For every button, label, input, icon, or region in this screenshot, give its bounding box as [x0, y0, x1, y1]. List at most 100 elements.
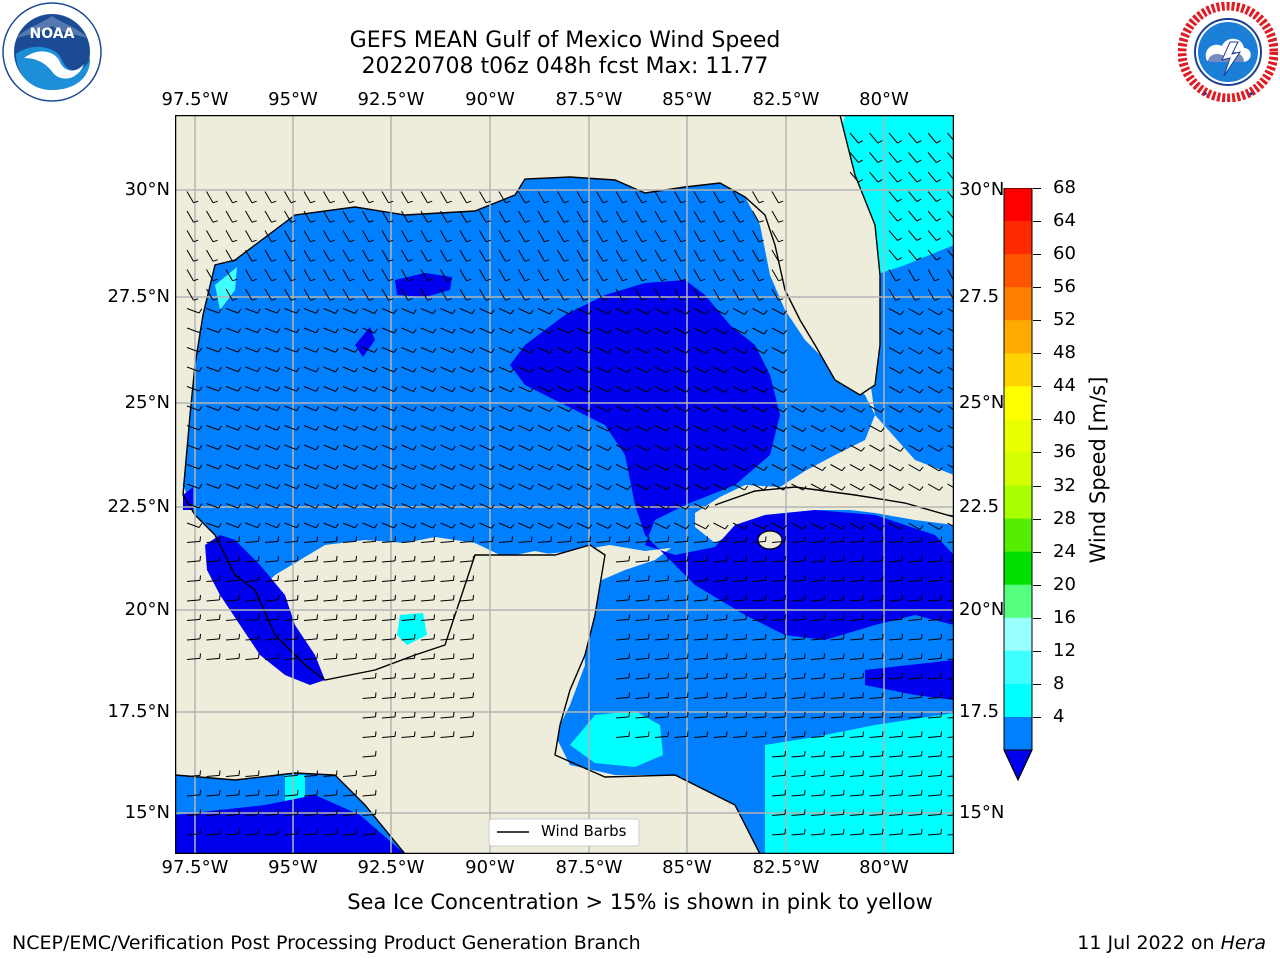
wind-barb-flag	[471, 465, 476, 470]
wind-barb	[654, 522, 667, 530]
wind-barb	[459, 230, 467, 243]
wind-barb-flag	[685, 349, 690, 354]
wind-barb	[752, 191, 760, 204]
wind-barb-flag	[433, 653, 435, 659]
wind-barb-flag	[238, 575, 240, 581]
wind-barb-flag	[914, 298, 920, 301]
wind-barb-flag	[374, 484, 378, 490]
wind-barb-flag	[685, 407, 690, 413]
wind-barb-flag	[271, 220, 277, 223]
wind-barb-flag	[471, 309, 476, 314]
wind-barb-flag	[238, 789, 240, 795]
wind-barb	[888, 755, 903, 758]
wind-barb	[459, 288, 467, 301]
wind-barb-flag	[667, 731, 669, 737]
wind-barb-flag	[900, 486, 904, 491]
wind-barb-flag	[641, 259, 647, 262]
wind-barb-flag	[685, 505, 690, 510]
wind-barb	[479, 522, 492, 529]
florida-land	[645, 115, 880, 395]
wind-barb-flag	[427, 239, 433, 243]
wind-barb-flag	[940, 653, 942, 659]
wind-barb-flag	[471, 445, 476, 451]
lon-label-top: 82.5°W	[752, 89, 820, 110]
wind-barb-flag	[563, 278, 569, 282]
wind-barb	[264, 210, 272, 223]
wind-barb-flag	[193, 278, 199, 282]
colorbar-swatch	[1004, 683, 1032, 718]
wind-barb	[459, 716, 474, 719]
wind-barb	[323, 327, 336, 334]
wind-barb	[498, 230, 506, 243]
wind-barb	[927, 522, 940, 530]
wind-barb-flag	[453, 536, 455, 542]
wind-barb-flag	[936, 257, 942, 261]
wind-barb	[342, 288, 350, 301]
wind-barb-flag	[919, 486, 924, 491]
wind-barb-flag	[705, 388, 710, 393]
wind-barb	[518, 405, 531, 412]
wind-barb	[869, 599, 883, 602]
wind-barb	[927, 327, 940, 335]
wind-barb-flag	[277, 653, 279, 659]
wind-barb-flag	[823, 692, 825, 698]
wind-barb-flag	[916, 179, 922, 183]
wind-barb-flag	[316, 536, 318, 542]
wind-barb-flag	[471, 484, 476, 490]
wind-barb	[206, 813, 220, 816]
wind-barb	[303, 464, 317, 470]
wind-barb	[225, 386, 239, 392]
wind-barb	[927, 308, 940, 316]
wind-barb-flag	[335, 367, 339, 373]
wind-barb-flag	[394, 633, 396, 639]
wind-barb	[557, 249, 565, 262]
wind-barb	[401, 599, 415, 602]
wind-barb-flag	[628, 633, 630, 639]
wind-barb	[264, 833, 279, 836]
wind-barb	[791, 522, 804, 530]
wind-barb-flag	[627, 407, 632, 412]
wind-barb-flag	[667, 633, 669, 639]
wind-barb	[791, 833, 805, 836]
wind-barb	[225, 560, 240, 563]
wind-barb	[498, 540, 513, 543]
wind-barb	[420, 503, 434, 510]
wind-barb	[518, 327, 531, 334]
wind-barb	[927, 288, 935, 301]
wind-barb-flag	[472, 536, 474, 542]
wind-barb-flag	[393, 426, 398, 431]
wind-barb-flag	[745, 711, 747, 717]
wind-barb-flag	[349, 220, 355, 223]
wind-barb	[849, 405, 862, 413]
wind-barb-flag	[427, 278, 433, 282]
wind-barb-flag	[257, 328, 261, 333]
wind-barb-flag	[763, 466, 768, 471]
colorbar-tick-mark	[1033, 584, 1041, 586]
wind-barb	[693, 191, 701, 204]
wind-barb-flag	[568, 348, 573, 354]
wind-barb-flag	[602, 278, 608, 282]
wind-barb-flag	[726, 731, 728, 737]
wind-barb	[459, 483, 473, 490]
wind-barb-flag	[510, 309, 515, 315]
wind-barb	[888, 191, 898, 202]
wind-barb	[615, 425, 628, 432]
wind-barb-flag	[921, 536, 923, 542]
wind-barb-flag	[335, 464, 339, 470]
wind-barb-flag	[335, 425, 339, 431]
wind-barb-flag	[490, 426, 495, 432]
wind-barb	[362, 366, 375, 373]
wind-barb-flag	[393, 328, 398, 334]
wind-barb	[479, 327, 492, 334]
wind-barb	[245, 540, 259, 543]
wind-barb	[459, 425, 473, 432]
wind-barb-flag	[661, 220, 667, 223]
lon-label-top: 90°W	[465, 89, 515, 110]
wind-barb	[362, 579, 376, 582]
wind-barb	[342, 425, 356, 431]
wind-barb	[752, 522, 765, 530]
wind-barb	[927, 464, 940, 472]
wind-barb	[557, 327, 570, 334]
wind-barb-flag	[568, 485, 573, 490]
wind-barb	[869, 696, 883, 699]
